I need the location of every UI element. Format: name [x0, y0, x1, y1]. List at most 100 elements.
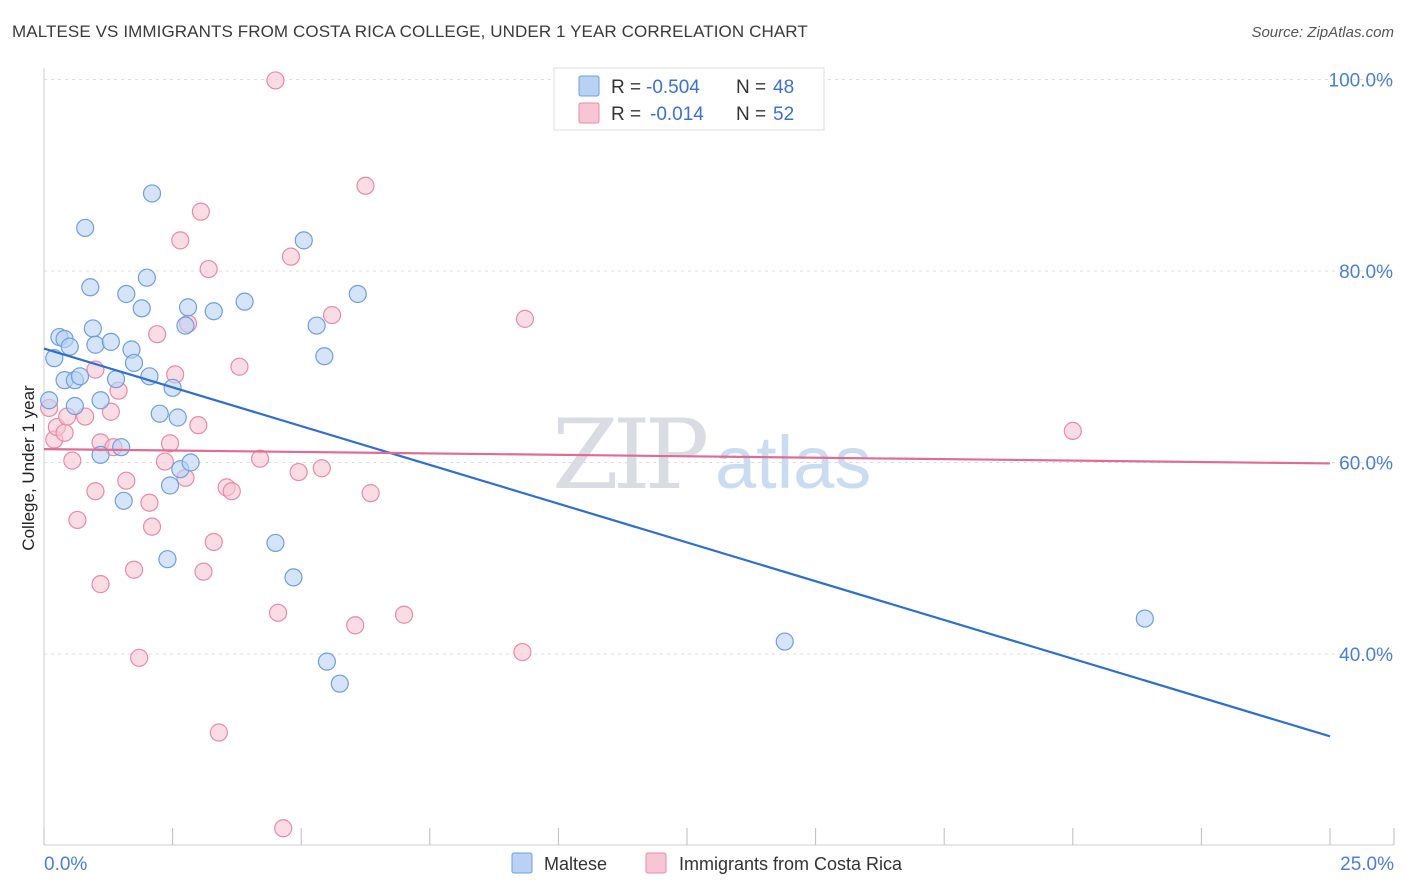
maltese-point-22 — [132, 299, 151, 318]
costa-rica-point-35 — [230, 357, 249, 376]
legend-r-label-1: R = — [611, 77, 641, 98]
maltese-point-28 — [160, 476, 180, 495]
series-maltese-points — [40, 184, 1154, 693]
maltese-point-19 — [117, 284, 136, 304]
maltese-point-37 — [266, 533, 285, 553]
legend-r-value-1: -0.504 — [646, 77, 700, 98]
costa-rica-point-37 — [266, 71, 285, 90]
costa-rica-point-47 — [394, 605, 414, 624]
series-legend: Maltese Immigrants from Costa Rica — [511, 852, 903, 874]
legend-n-value-1: 48 — [773, 77, 794, 98]
maltese-point-25 — [142, 184, 162, 203]
maltese-point-23 — [137, 268, 156, 287]
costa-rica-point-15 — [117, 471, 136, 490]
bottom-legend-swatch-maltese — [511, 852, 533, 874]
costa-rica-point-31 — [204, 532, 223, 552]
maltese-point-11 — [83, 319, 102, 338]
costa-rica-point-24 — [171, 231, 190, 250]
maltese-point-44 — [348, 284, 367, 304]
maltese-point-13 — [91, 391, 110, 410]
maltese-point-15 — [101, 332, 120, 351]
maltese-point-0 — [40, 391, 59, 410]
costa-rica-point-10 — [91, 575, 110, 594]
maltese-point-12 — [86, 335, 105, 354]
costa-rica-point-9 — [86, 482, 105, 501]
legend-swatch-costa-rica — [578, 102, 600, 124]
legend-r-label-2: R = — [611, 104, 641, 125]
costa-rica-point-32 — [209, 723, 228, 742]
maltese-point-32 — [176, 316, 195, 335]
costa-rica-point-29 — [194, 562, 213, 581]
costa-rica-point-49 — [515, 309, 535, 328]
maltese-point-46 — [1135, 609, 1154, 628]
maltese-point-26 — [150, 404, 169, 423]
maltese-point-21 — [124, 353, 144, 373]
costa-rica-point-40 — [281, 247, 301, 266]
costa-rica-point-28 — [191, 202, 210, 221]
y-axis-title: College, Under 1 year — [19, 385, 38, 551]
costa-rica-point-42 — [312, 459, 331, 478]
costa-rica-point-27 — [189, 416, 208, 435]
legend-n-value-2: 52 — [773, 104, 794, 125]
maltese-point-9 — [76, 218, 95, 238]
y-tick-label-40: 40.0% — [1339, 645, 1393, 666]
costa-rica-point-22 — [160, 434, 180, 453]
maltese-point-30 — [168, 408, 187, 427]
legend-n-label-1: N = — [736, 77, 766, 98]
maltese-point-43 — [330, 674, 349, 693]
legend-n-label-2: N = — [736, 104, 766, 125]
maltese-point-38 — [284, 568, 303, 587]
legend-r-value-2: -0.014 — [650, 104, 704, 125]
costa-rica-point-17 — [130, 648, 149, 667]
y-tick-label-100: 100.0% — [1329, 71, 1394, 92]
costa-rica-point-46 — [361, 484, 380, 503]
costa-rica-point-3 — [55, 423, 74, 442]
maltese-point-36 — [235, 292, 254, 311]
costa-rica-point-41 — [289, 462, 308, 482]
costa-rica-point-5 — [63, 451, 82, 470]
costa-rica-point-12 — [101, 402, 120, 421]
costa-rica-trend-line — [43, 447, 1331, 465]
maltese-trend-line — [43, 347, 1331, 738]
maltese-point-10 — [81, 278, 100, 297]
maltese-point-33 — [178, 298, 198, 317]
correlation-legend: R = -0.504 N = 48 R = -0.014 N = 52 — [553, 67, 825, 131]
costa-rica-point-18 — [140, 493, 159, 512]
y-tick-label-60: 60.0% — [1339, 454, 1393, 475]
costa-rica-point-34 — [222, 482, 241, 501]
x-tick-label-max: 25.0% — [1340, 854, 1394, 875]
bottom-legend-swatch-costa-rica — [645, 852, 667, 874]
costa-rica-point-19 — [142, 517, 162, 536]
costa-rica-point-45 — [356, 176, 375, 195]
costa-rica-point-36 — [250, 449, 270, 468]
costa-rica-point-6 — [68, 510, 87, 530]
costa-rica-point-16 — [124, 560, 144, 579]
maltese-point-41 — [315, 347, 334, 366]
x-tick-label-min: 0.0% — [44, 854, 87, 875]
maltese-point-42 — [317, 652, 337, 671]
chart-title: MALTESE VS IMMIGRANTS FROM COSTA RICA CO… — [12, 22, 808, 41]
maltese-point-18 — [114, 491, 133, 510]
bottom-legend-label-maltese: Maltese — [544, 854, 607, 874]
maltese-point-17 — [112, 438, 131, 457]
source-credit: Source: ZipAtlas.com — [1251, 24, 1394, 41]
costa-rica-point-21 — [155, 452, 174, 471]
costa-rica-point-20 — [148, 325, 167, 344]
costa-rica-point-30 — [199, 259, 218, 279]
maltese-point-35 — [204, 302, 223, 321]
costa-rica-point-39 — [274, 819, 293, 838]
costa-rica-point-50 — [1063, 421, 1082, 441]
axes — [43, 68, 1394, 846]
maltese-point-27 — [158, 550, 177, 569]
costa-rica-point-44 — [346, 616, 365, 635]
maltese-point-8 — [70, 367, 90, 386]
maltese-point-16 — [106, 370, 126, 389]
x-axis-ticks — [43, 828, 1395, 845]
maltese-point-4 — [60, 337, 79, 356]
maltese-point-6 — [65, 396, 84, 416]
maltese-point-40 — [307, 316, 326, 335]
legend-swatch-maltese — [578, 75, 600, 97]
maltese-point-39 — [294, 231, 313, 250]
costa-rica-point-43 — [322, 305, 342, 325]
